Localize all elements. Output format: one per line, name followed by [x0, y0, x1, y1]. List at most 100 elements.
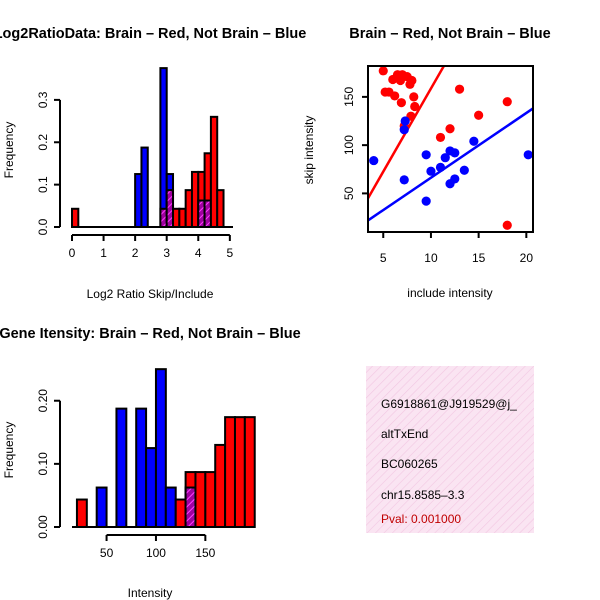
intensity-hist-red-bar-5 [214, 443, 227, 528]
ratio-hist-x-tick-label-4: 4 [195, 246, 202, 260]
intensity-hist-red-bar-1 [174, 498, 187, 529]
ratio-hist-x-tick-label-5: 5 [226, 246, 233, 260]
intensity-histogram-axes: 50 100 150 0.00 0.10 0.20 [36, 389, 216, 560]
scatter-y-tick-label-1: 100 [342, 135, 356, 155]
scatter-x-tick-label-2: 15 [472, 251, 486, 265]
scatter-point-brain-0 [378, 66, 388, 76]
intensity-hist-overlap-hatch-2 [186, 488, 195, 526]
scatter-point-not-brain-12 [459, 165, 469, 175]
scatter-y-tick-label-0: 50 [342, 186, 356, 200]
intensity-hist-red-bar-0 [75, 498, 88, 529]
intensity-hist-y-tick-label-0: 0.00 [36, 515, 50, 539]
scatter-point-not-brain-15 [421, 196, 431, 206]
scatter-point-not-brain-4 [421, 150, 431, 160]
scatter-x-tick-label-0: 5 [380, 251, 387, 265]
scatter-point-brain-12 [396, 98, 406, 108]
info-panel: G6918861@J919529@j_ altTxEnd BC060265 ch… [366, 366, 534, 533]
scatter-x-tick-label-1: 10 [424, 251, 438, 265]
intensity-hist-blue-bar-0 [95, 486, 108, 528]
scatter-point-not-brain-7 [440, 153, 450, 163]
info-pval: Pval: 0.001000 [381, 512, 461, 526]
intensity-hist-blue-bar-4 [154, 368, 167, 528]
scatter-point-not-brain-9 [450, 148, 460, 158]
intensity-hist-x-tick-label-2: 150 [195, 546, 215, 560]
intensity-hist-red-bar-3 [194, 471, 207, 528]
intensity-hist-blue-bar-1 [115, 407, 128, 528]
intensity-hist-red-bar-4 [204, 471, 217, 528]
scatter-point-brain-14 [410, 101, 420, 112]
scatter-frame [367, 65, 534, 233]
intensity-hist-blue-bar-3 [145, 447, 157, 528]
ratio-histogram-ylabel: Frequency [2, 122, 16, 179]
intensity-hist-x-tick-label-0: 50 [100, 546, 114, 560]
info-panel-background [366, 366, 534, 533]
ratio-hist-overlap-hatch-1 [161, 209, 166, 226]
scatter-point-brain-10 [390, 91, 400, 101]
scatter-point-brain-19 [474, 110, 484, 120]
ratio-hist-y-tick-label-1: 0.1 [36, 176, 50, 193]
ratio-histogram-bars [71, 67, 233, 229]
ratio-hist-red-bar-0 [71, 207, 80, 229]
scatter-fit-line-brain [368, 66, 446, 199]
scatter-xlabel: include intensity [407, 286, 492, 300]
scatter-point-brain-20 [502, 97, 512, 107]
scatter-point-brain-11 [409, 92, 419, 102]
ratio-hist-y-tick-label-3: 0.3 [36, 91, 50, 108]
scatter-y-tick-label-2: 150 [342, 87, 356, 107]
scatter-point-not-brain-3 [399, 175, 409, 185]
ratio-histogram-axes: 0 1 2 3 4 5 0.0 0.1 0.2 0.3 [36, 91, 233, 260]
scatter-point-brain-18 [445, 124, 455, 134]
scatter-ylabel: skip intensity [302, 116, 316, 185]
scatter-point-not-brain-5 [426, 166, 436, 176]
ratio-hist-x-tick-label-1: 1 [100, 246, 107, 260]
ratio-histogram-title: Log2RatioData: Brain – Red, Not Brain – … [0, 26, 306, 42]
info-line-2: altTxEnd [381, 427, 428, 441]
ratio-histogram-xlabel: Log2 Ratio Skip/Include [87, 287, 214, 301]
intensity-histogram-title: Gene Itensity: Brain – Red, Not Brain – … [0, 326, 301, 342]
ratio-hist-blue-bar-1 [140, 146, 149, 228]
ratio-hist-y-tick-label-2: 0.2 [36, 134, 50, 151]
scatter-point-not-brain-1 [399, 125, 409, 135]
scatter-point-brain-21 [502, 220, 512, 230]
ratio-hist-overlap-hatch-2 [167, 191, 173, 226]
ratio-hist-overlap-hatch-7 [199, 201, 204, 226]
ratio-hist-x-tick-label-3: 3 [163, 246, 170, 260]
intensity-hist-red-bar-7 [233, 416, 246, 528]
intensity-hist-x-tick-label-1: 100 [146, 546, 166, 560]
info-line-1: G6918861@J919529@j_ [381, 397, 517, 411]
intensity-hist-y-tick-label-1: 0.10 [36, 452, 50, 476]
scatter-point-not-brain-13 [469, 136, 479, 146]
scatter-point-not-brain-11 [450, 174, 460, 184]
intensity-histogram: Gene Itensity: Brain – Red, Not Brain – … [0, 326, 301, 600]
scatter-point-not-brain-0 [369, 155, 379, 166]
intensity-hist-y-tick-label-2: 0.20 [36, 389, 50, 413]
scatter-title: Brain – Red, Not Brain – Blue [349, 26, 550, 42]
scatter-point-not-brain-6 [435, 162, 446, 172]
scatter-point-brain-13 [454, 84, 465, 94]
scatter-point-brain-4 [388, 74, 398, 85]
scatter-plot-area [368, 66, 533, 230]
intensity-hist-blue-bar-5 [164, 486, 177, 528]
scatter-point-brain-17 [435, 132, 446, 143]
intensity-histogram-bars [72, 368, 256, 529]
ratio-hist-x-tick-label-2: 2 [132, 246, 139, 260]
ratio-hist-red-bar-10 [216, 189, 225, 229]
scatter-axes: 5 10 15 20 50 100 150 [342, 87, 533, 265]
scatter-point-not-brain-14 [523, 150, 533, 160]
intensity-scatter: Brain – Red, Not Brain – Blue 5 10 15 20 50 1… [302, 26, 551, 300]
intensity-hist-red-bar-8 [243, 416, 256, 528]
intensity-hist-blue-bar-2 [135, 407, 148, 528]
ratio-hist-y-tick-label-0: 0.0 [36, 218, 50, 235]
info-line-3: BC060265 [381, 457, 438, 471]
scatter-fit-line-not-brain [368, 107, 533, 222]
scatter-point-not-brain-2 [400, 116, 410, 126]
scatter-point-brain-5 [395, 75, 406, 86]
scatter-x-tick-label-3: 20 [520, 251, 534, 265]
intensity-histogram-ylabel: Frequency [2, 422, 16, 479]
ratio-histogram: Log2RatioData: Brain – Red, Not Brain – … [0, 26, 306, 301]
ratio-hist-x-tick-label-0: 0 [69, 246, 76, 260]
intensity-hist-red-bar-6 [224, 416, 236, 528]
scatter-point-brain-7 [405, 79, 415, 89]
intensity-histogram-xlabel: Intensity [128, 586, 173, 600]
ratio-hist-overlap-hatch-8 [205, 201, 210, 226]
